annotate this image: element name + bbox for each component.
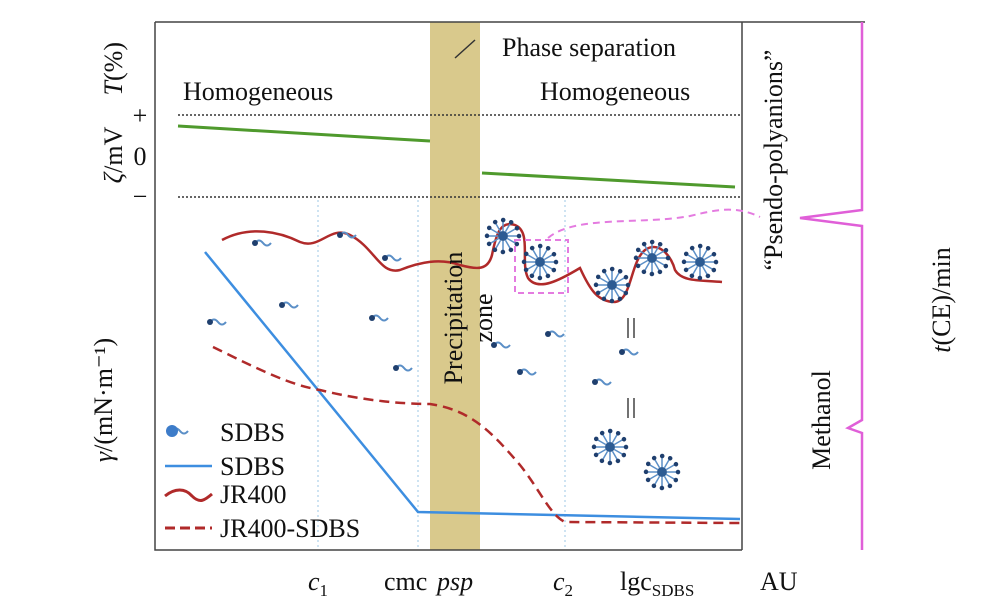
equilibrium: [627, 318, 635, 418]
precipitation-label: Precipitation: [439, 252, 468, 385]
complex-tension: [212, 345, 741, 525]
zeta-bounds: [178, 114, 740, 198]
gamma-axis-label: γ/(mN·m⁻¹): [89, 338, 118, 462]
frame: [154, 21, 865, 551]
pseudo-polyanion-chain: [547, 208, 761, 239]
symbol: c: [553, 567, 565, 596]
unit: (%): [99, 42, 128, 81]
phase-label: Phase separation: [502, 33, 676, 62]
symbol: lgc: [620, 567, 652, 596]
symbol: ζ: [99, 171, 128, 183]
subscript: 2: [565, 581, 574, 600]
x-label: AU: [760, 567, 798, 596]
guide-lines: [317, 200, 566, 550]
t-axis-label: T(%): [99, 42, 128, 95]
subscript: SDBS: [652, 581, 695, 600]
sdbs-tension: [204, 251, 741, 521]
subscript: 1: [320, 581, 329, 600]
symbol: γ: [89, 451, 118, 462]
legend-label: JR400: [220, 480, 286, 509]
time-axis-label: t(CE)/min: [927, 247, 956, 352]
symbol: c: [308, 567, 320, 596]
highlight-box: [514, 239, 569, 294]
annotation: Methanol: [807, 370, 836, 470]
x-label: cmc: [384, 567, 427, 596]
unit: /mV: [99, 126, 128, 172]
zeta-line: [177, 124, 736, 189]
symbol: T: [99, 79, 128, 95]
zeta-tick: 0: [134, 142, 147, 171]
precipitation-band: [430, 22, 480, 550]
unit: /(mN·m⁻¹): [89, 338, 118, 452]
region-label: Homogeneous: [183, 77, 333, 106]
zeta-axis-label: ζ/mV: [99, 126, 128, 183]
unit: (CE)/min: [927, 247, 956, 345]
precipitation-label: zone: [469, 293, 498, 342]
x-label: psp: [435, 567, 473, 596]
zeta-tick: +: [133, 101, 148, 130]
x-label: c2: [553, 567, 573, 600]
x-label: lgcSDBS: [620, 567, 694, 600]
ce-trace: [799, 22, 864, 550]
legend-label: SDBS: [220, 418, 285, 447]
legend: SDBS SDBS JR400 JR400-SDBS: [164, 418, 360, 543]
annotation: “Psendo-polyanions”: [759, 50, 788, 271]
legend-label: SDBS: [220, 452, 285, 481]
phase-marker: [454, 39, 476, 59]
zeta-tick: −: [133, 182, 148, 211]
region-label: Homogeneous: [540, 77, 690, 106]
symbol: t: [927, 345, 956, 353]
legend-label: JR400-SDBS: [220, 514, 360, 543]
x-label: c1: [308, 567, 328, 600]
